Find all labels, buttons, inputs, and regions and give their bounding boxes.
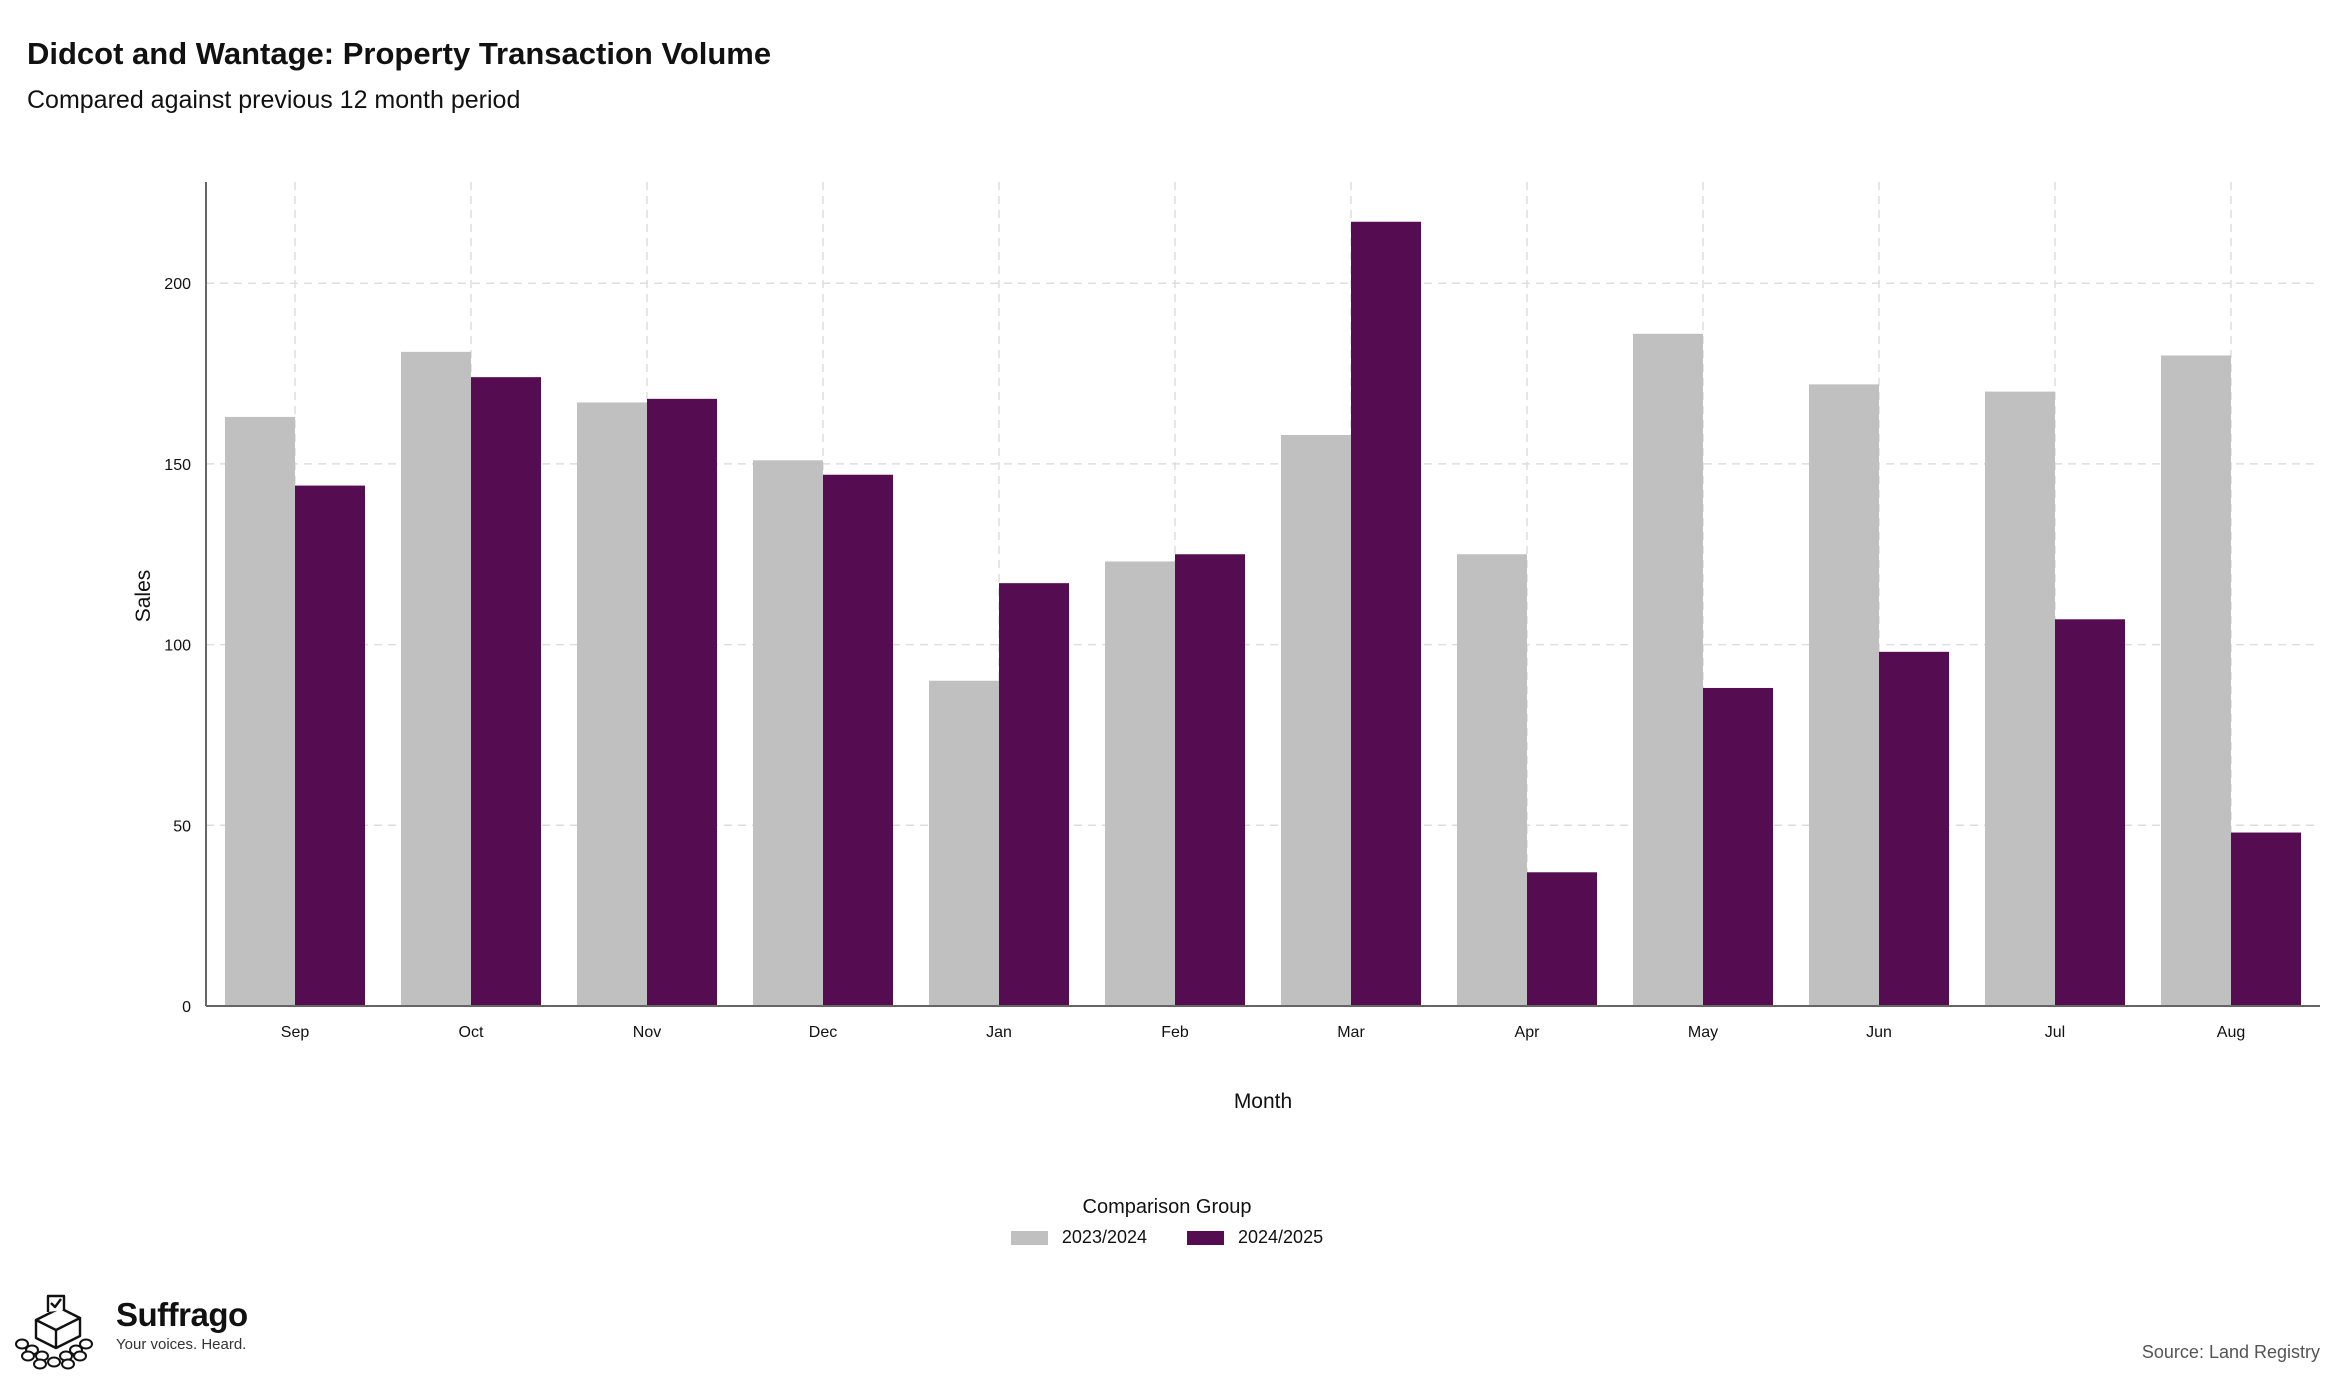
y-tick-label: 100 (164, 638, 191, 655)
bar-2023-2024-mar (1281, 434, 1351, 1007)
x-tick-label: Nov (633, 1024, 661, 1041)
y-tick-label: 0 (182, 999, 191, 1016)
bar-2023-2024-dec (753, 460, 823, 1006)
bar-2024-2025-oct (471, 377, 541, 1006)
legend-item: 2024/2025 (1187, 1227, 1323, 1248)
chart-title: Didcot and Wantage: Property Transaction… (27, 36, 772, 71)
bar-2024-2025-feb (1175, 554, 1245, 1006)
bar-2024-2025-may (1703, 687, 1773, 1006)
x-axis-title: Month (1234, 1090, 1292, 1113)
bar-2023-2024-aug (2161, 355, 2231, 1006)
bar-2023-2024-oct (401, 351, 471, 1007)
bar-2024-2025-nov (647, 398, 717, 1006)
bar-2023-2024-jun (1809, 384, 1879, 1006)
legend: Comparison Group 2023/2024 2024/2025 (0, 1196, 2334, 1250)
x-tick-label: Feb (1161, 1024, 1189, 1041)
x-tick-label: May (1688, 1024, 1718, 1041)
bar-chart: 0 50 100 150 200 Sep Oct Nov Dec Jan Feb Mar Apr May J… (132, 182, 2320, 1113)
bar-2023-2024-jul (1985, 391, 2055, 1007)
x-tick-label: Sep (281, 1024, 310, 1041)
bar-2024-2025-mar (1351, 221, 1421, 1006)
bar-2023-2024-sep (225, 416, 295, 1006)
brand: Suffrago Your voices. Heard. (14, 1292, 248, 1372)
x-tick-label: Dec (809, 1024, 837, 1041)
bar-2023-2024-apr (1457, 554, 1527, 1006)
bar-2023-2024-may (1633, 333, 1703, 1007)
legend-swatch (1187, 1230, 1224, 1245)
x-tick-label: Jul (2045, 1024, 2065, 1041)
x-tick-label: Jun (1866, 1024, 1892, 1041)
chart-subtitle: Compared against previous 12 month perio… (27, 86, 521, 114)
x-tick-label: Apr (1515, 1024, 1541, 1041)
brand-tagline: Your voices. Heard. (116, 1336, 247, 1353)
axes (205, 182, 2320, 1007)
bar-2024-2025-sep (295, 485, 365, 1006)
x-tick-label: Mar (1337, 1024, 1365, 1041)
bar-2023-2024-nov (577, 402, 647, 1006)
legend-title: Comparison Group (1082, 1196, 1252, 1218)
bar-2024-2025-jun (1879, 651, 1949, 1006)
x-tick-label: Oct (459, 1024, 484, 1041)
y-tick-label: 50 (173, 818, 191, 835)
x-tick-label: Jan (986, 1024, 1012, 1041)
bars (225, 221, 2301, 1007)
tick-labels: 0 50 100 150 200 Sep Oct Nov Dec Jan Feb Mar Apr May J… (164, 276, 2245, 1041)
y-tick-label: 150 (164, 457, 191, 474)
legend-label: 2023/2024 (1061, 1227, 1147, 1247)
legend-label: 2024/2025 (1238, 1227, 1324, 1247)
bar-2024-2025-dec (823, 474, 893, 1007)
legend-item: 2023/2024 (1010, 1227, 1147, 1248)
bar-2024-2025-jul (2055, 619, 2125, 1006)
y-axis-title: Sales (132, 570, 155, 623)
bar-2024-2025-apr (1527, 872, 1597, 1006)
source-note: Source: Land Registry (2141, 1342, 2320, 1362)
x-tick-label: Aug (2217, 1024, 2245, 1041)
legend-swatch (1010, 1230, 1048, 1245)
legend-items: 2023/2024 2024/2025 (1010, 1227, 1323, 1248)
bar-2023-2024-feb (1105, 561, 1175, 1006)
ballot-box-icon (15, 1294, 93, 1370)
bar-2024-2025-aug (2231, 832, 2301, 1006)
bar-2024-2025-jan (999, 583, 1069, 1006)
y-tick-label: 200 (164, 276, 191, 293)
brand-name: Suffrago (116, 1296, 248, 1333)
bar-2023-2024-jan (929, 680, 999, 1006)
